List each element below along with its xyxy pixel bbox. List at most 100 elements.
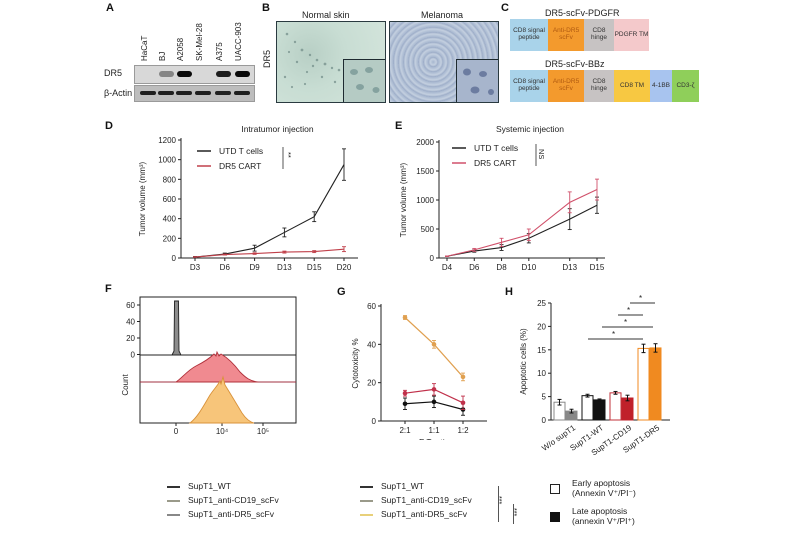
y-tick-label: 20 <box>367 379 376 388</box>
f-legend-item: SupT1_WT <box>167 481 279 495</box>
x-tick-label: 2:1 <box>399 426 411 435</box>
ihc-title-melanoma: Melanoma <box>421 10 464 20</box>
series-line <box>194 164 345 258</box>
x-tick-label: 1:1 <box>428 426 440 435</box>
series-line <box>446 204 598 257</box>
ihc-row-label: DR5 <box>262 49 272 68</box>
x-tick-label: 10⁵ <box>257 427 269 436</box>
significance-label: * <box>639 294 642 303</box>
bar <box>593 399 606 421</box>
construct-segment: PDGFR TM <box>614 19 649 51</box>
actin-band <box>234 91 250 95</box>
histogram-supt1-cd19 <box>174 350 259 383</box>
y-tick-label: 400 <box>163 215 177 224</box>
dr5-band <box>216 71 231 77</box>
actin-band <box>195 91 211 95</box>
data-point <box>402 315 408 320</box>
h-legend-label: Early apoptosis <box>572 478 631 488</box>
y-axis-label: Apoptotic cells (%) <box>519 328 528 395</box>
data-point <box>460 400 466 406</box>
construct-segment: CD8 signal peptide <box>510 19 548 51</box>
f-legend-item: SupT1_anti-CD19_scFv <box>167 495 279 509</box>
panel-b-letter: B <box>262 2 270 14</box>
y-tick-label: 1500 <box>416 167 434 176</box>
f-legend: SupT1_WT SupT1_anti-CD19_scFv SupT1_anti… <box>167 481 279 523</box>
significance-label: * <box>612 330 615 339</box>
x-tick-label: D4 <box>442 263 453 272</box>
g-legend-label: SupT1_anti-DR5_scFv <box>381 509 467 519</box>
g-legend-item: SupT1_anti-CD19_scFv <box>360 495 472 509</box>
g-sig-label-2: *** <box>510 508 517 517</box>
y-tick-label: 800 <box>163 175 177 184</box>
g-legend-label: SupT1_anti-CD19_scFv <box>381 495 472 505</box>
construct-segment: Anti-DR5 scFv <box>548 70 584 102</box>
chart-e-systemic: E Systemic injection 0 500 1000 1500 2000 D4 D6 D… <box>395 120 605 272</box>
legend-line-icon <box>360 485 373 488</box>
bar <box>649 347 662 421</box>
legend-line-icon <box>167 513 180 516</box>
g-legend-label: SupT1_WT <box>381 481 424 491</box>
y-tick-label: 500 <box>421 225 435 234</box>
h-legend-item-early: Early apoptosis (Annexin V⁺/PI⁻) <box>550 478 636 506</box>
x-tick-label: D6 <box>220 263 231 272</box>
dr5-band <box>159 71 174 77</box>
h-legend-item-late: Late apoptosis (annexin V⁺/PI⁺) <box>550 506 636 534</box>
y-tick-label: 15 <box>537 346 546 355</box>
y-tick-label: 20 <box>126 334 135 343</box>
y-tick-label: 20 <box>537 322 546 331</box>
panel-letter: E <box>395 120 402 132</box>
x-tick-label: D9 <box>249 263 260 272</box>
wb-row-label-dr5: DR5 <box>104 68 123 78</box>
x-tick-label: D3 <box>190 263 201 272</box>
construct-segment: CD8 signal peptide <box>510 70 548 102</box>
wb-lane-label: HaCaT <box>140 35 149 61</box>
h-legend-sublabel: (annexin V⁺/PI⁺) <box>572 516 635 526</box>
legend-line-icon <box>167 499 180 502</box>
actin-band <box>140 91 156 95</box>
x-tick-label: 0 <box>174 427 179 436</box>
western-blot-dr5-strip <box>134 65 255 84</box>
f-legend-label: SupT1_anti-CD19_scFv <box>188 495 279 505</box>
actin-band <box>176 91 192 95</box>
y-tick-label: 40 <box>126 318 135 327</box>
construct-segment: 4-1BB <box>650 70 672 102</box>
histogram-supt1-dr5 <box>188 375 255 424</box>
actin-band <box>215 91 231 95</box>
legend-label: DR5 CART <box>474 158 516 168</box>
y-axis-label: Count <box>121 374 130 396</box>
x-tick-label: D20 <box>337 263 352 272</box>
construct-segment: CD8 TM <box>614 70 650 102</box>
series-line <box>446 189 598 257</box>
y-axis-label: Tumor volume (mm³) <box>399 162 408 237</box>
melanoma-inset-cells <box>462 68 494 96</box>
chart-title: Intratumor injection <box>241 124 314 134</box>
filled-square-icon <box>550 512 560 522</box>
histogram-supt1-wt <box>171 300 182 356</box>
dr5-band <box>235 71 250 77</box>
legend-line-icon <box>167 485 180 488</box>
legend-line-icon <box>360 513 373 516</box>
y-tick-label: 0 <box>372 417 377 426</box>
h-legend-label: Late apoptosis <box>572 506 628 516</box>
x-tick-label: 10⁴ <box>216 427 229 436</box>
data-point <box>431 399 437 405</box>
construct-segment: CD8 hinge <box>584 19 614 51</box>
x-tick-label: D6 <box>469 263 480 272</box>
ihc-image-melanoma <box>389 21 499 103</box>
data-point <box>431 342 437 347</box>
y-tick-label: 0 <box>172 254 177 263</box>
y-tick-label: 40 <box>367 340 376 349</box>
legend-label: UTD T cells <box>474 143 518 153</box>
panel-letter: D <box>105 120 113 132</box>
legend-label: UTD T cells <box>219 146 263 156</box>
y-tick-label: 25 <box>537 299 546 308</box>
g-legend: SupT1_WT SupT1_anti-CD19_scFv SupT1_anti… <box>360 481 472 523</box>
ihc-title-normal: Normal skin <box>302 10 350 20</box>
bar <box>581 395 594 421</box>
panel-c-letter: C <box>501 2 509 14</box>
y-axis-label: Tumor volume (mm³) <box>138 161 147 236</box>
bar <box>609 392 622 421</box>
g-sig-bracket-1 <box>498 486 499 522</box>
bar <box>637 347 650 421</box>
